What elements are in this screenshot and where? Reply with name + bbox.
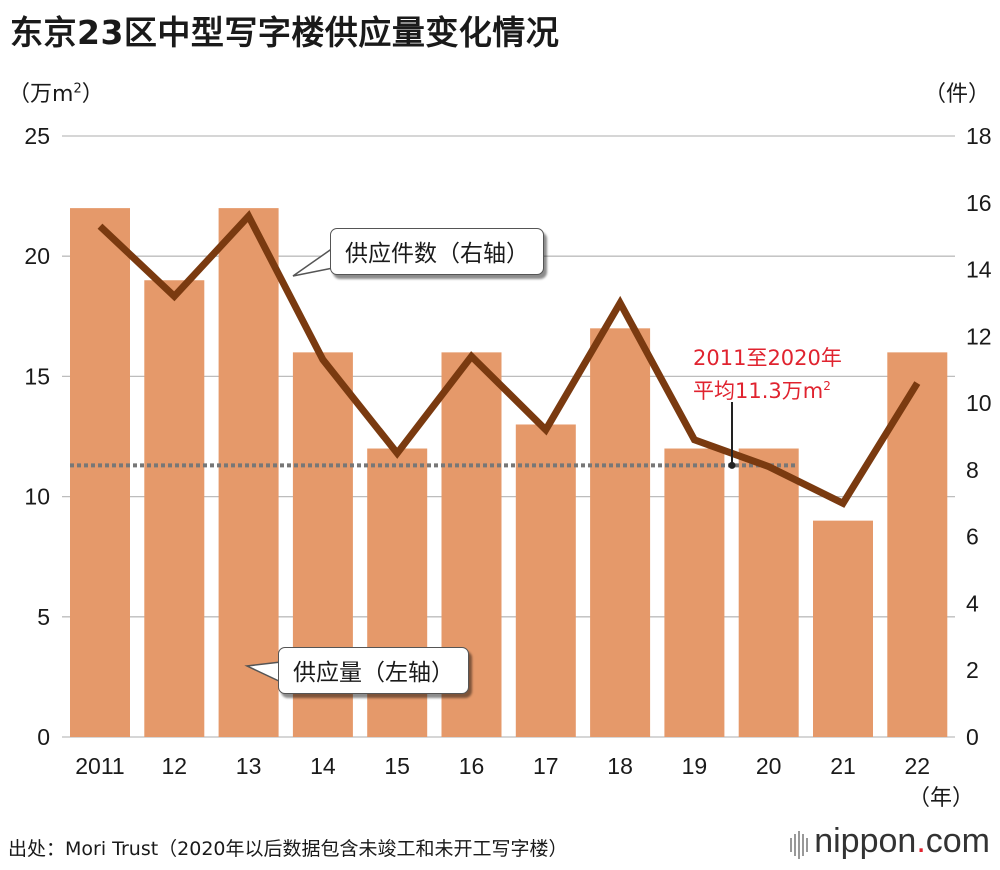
- x-tick-22: 22: [905, 753, 931, 779]
- bar-18: [590, 328, 651, 737]
- right-axis-unit: （件）: [923, 82, 990, 107]
- axis-ticks: 0 5 10 15 20 25 0 2 4 6 8 10 12 14 16 18 2011 12 13 14 15 16 1…: [24, 123, 991, 779]
- bar-20: [738, 448, 799, 737]
- average-label-line2: 平均11.3万m2: [693, 379, 831, 403]
- x-tick-13: 13: [236, 753, 262, 779]
- line-series: [97, 210, 921, 508]
- y-right-tick: 6: [966, 524, 979, 550]
- y-right-tick: 8: [966, 457, 979, 483]
- bar-22: [887, 352, 948, 737]
- source-note: 出处：Mori Trust（2020年以后数据包含未竣工和未开工写字楼）: [8, 838, 568, 860]
- x-tick-15: 15: [384, 753, 410, 779]
- bar-13: [218, 208, 279, 737]
- average-annotation: 2011至2020年 平均11.3万m2: [693, 344, 842, 405]
- chart-title: 东京23区中型写字楼供应量变化情况: [10, 13, 560, 52]
- y-left-tick: 15: [24, 363, 50, 389]
- bar-2011: [70, 208, 130, 737]
- y-left-tick: 20: [24, 243, 50, 269]
- x-tick-12: 12: [162, 753, 188, 779]
- x-tick-14: 14: [310, 753, 336, 779]
- callout-leaders: [244, 246, 736, 684]
- x-tick-21: 21: [830, 753, 856, 779]
- x-tick-16: 16: [459, 753, 485, 779]
- left-axis-unit: （万m2）: [8, 81, 104, 107]
- bar-series: [70, 208, 948, 737]
- y-right-tick: 16: [966, 190, 992, 216]
- y-left-tick: 0: [37, 724, 50, 750]
- y-right-tick: 10: [966, 390, 992, 416]
- bar-12: [144, 280, 205, 737]
- average-label-line1: 2011至2020年: [693, 346, 842, 370]
- line-series-callout: 供应件数（右轴）: [330, 228, 544, 275]
- x-tick-19: 19: [682, 753, 708, 779]
- x-axis-unit: （年）: [908, 786, 975, 811]
- y-right-tick: 12: [966, 323, 992, 349]
- bar-19: [664, 448, 725, 737]
- y-left-tick: 25: [24, 123, 50, 149]
- x-tick-17: 17: [533, 753, 559, 779]
- y-left-tick: 5: [37, 604, 50, 630]
- y-right-tick: 0: [966, 724, 979, 750]
- bar-21: [813, 520, 873, 737]
- bar-17: [515, 424, 576, 737]
- bar-series-callout: 供应量（左轴）: [278, 647, 469, 694]
- x-tick-18: 18: [607, 753, 633, 779]
- line-series-path: [97, 210, 921, 508]
- y-right-tick: 2: [966, 657, 979, 683]
- y-right-tick: 18: [966, 123, 992, 149]
- gridlines: [62, 135, 955, 738]
- y-right-tick: 4: [966, 590, 979, 616]
- logo-bars-icon: [790, 824, 810, 863]
- x-tick-20: 20: [756, 753, 782, 779]
- line-callout-pointer: [292, 246, 334, 277]
- y-left-tick: 10: [24, 484, 50, 510]
- nippon-logo: nippon.com: [790, 822, 990, 863]
- y-right-tick: 14: [966, 257, 992, 283]
- x-tick-2011: 2011: [75, 753, 124, 779]
- average-leader-dot: [728, 461, 736, 469]
